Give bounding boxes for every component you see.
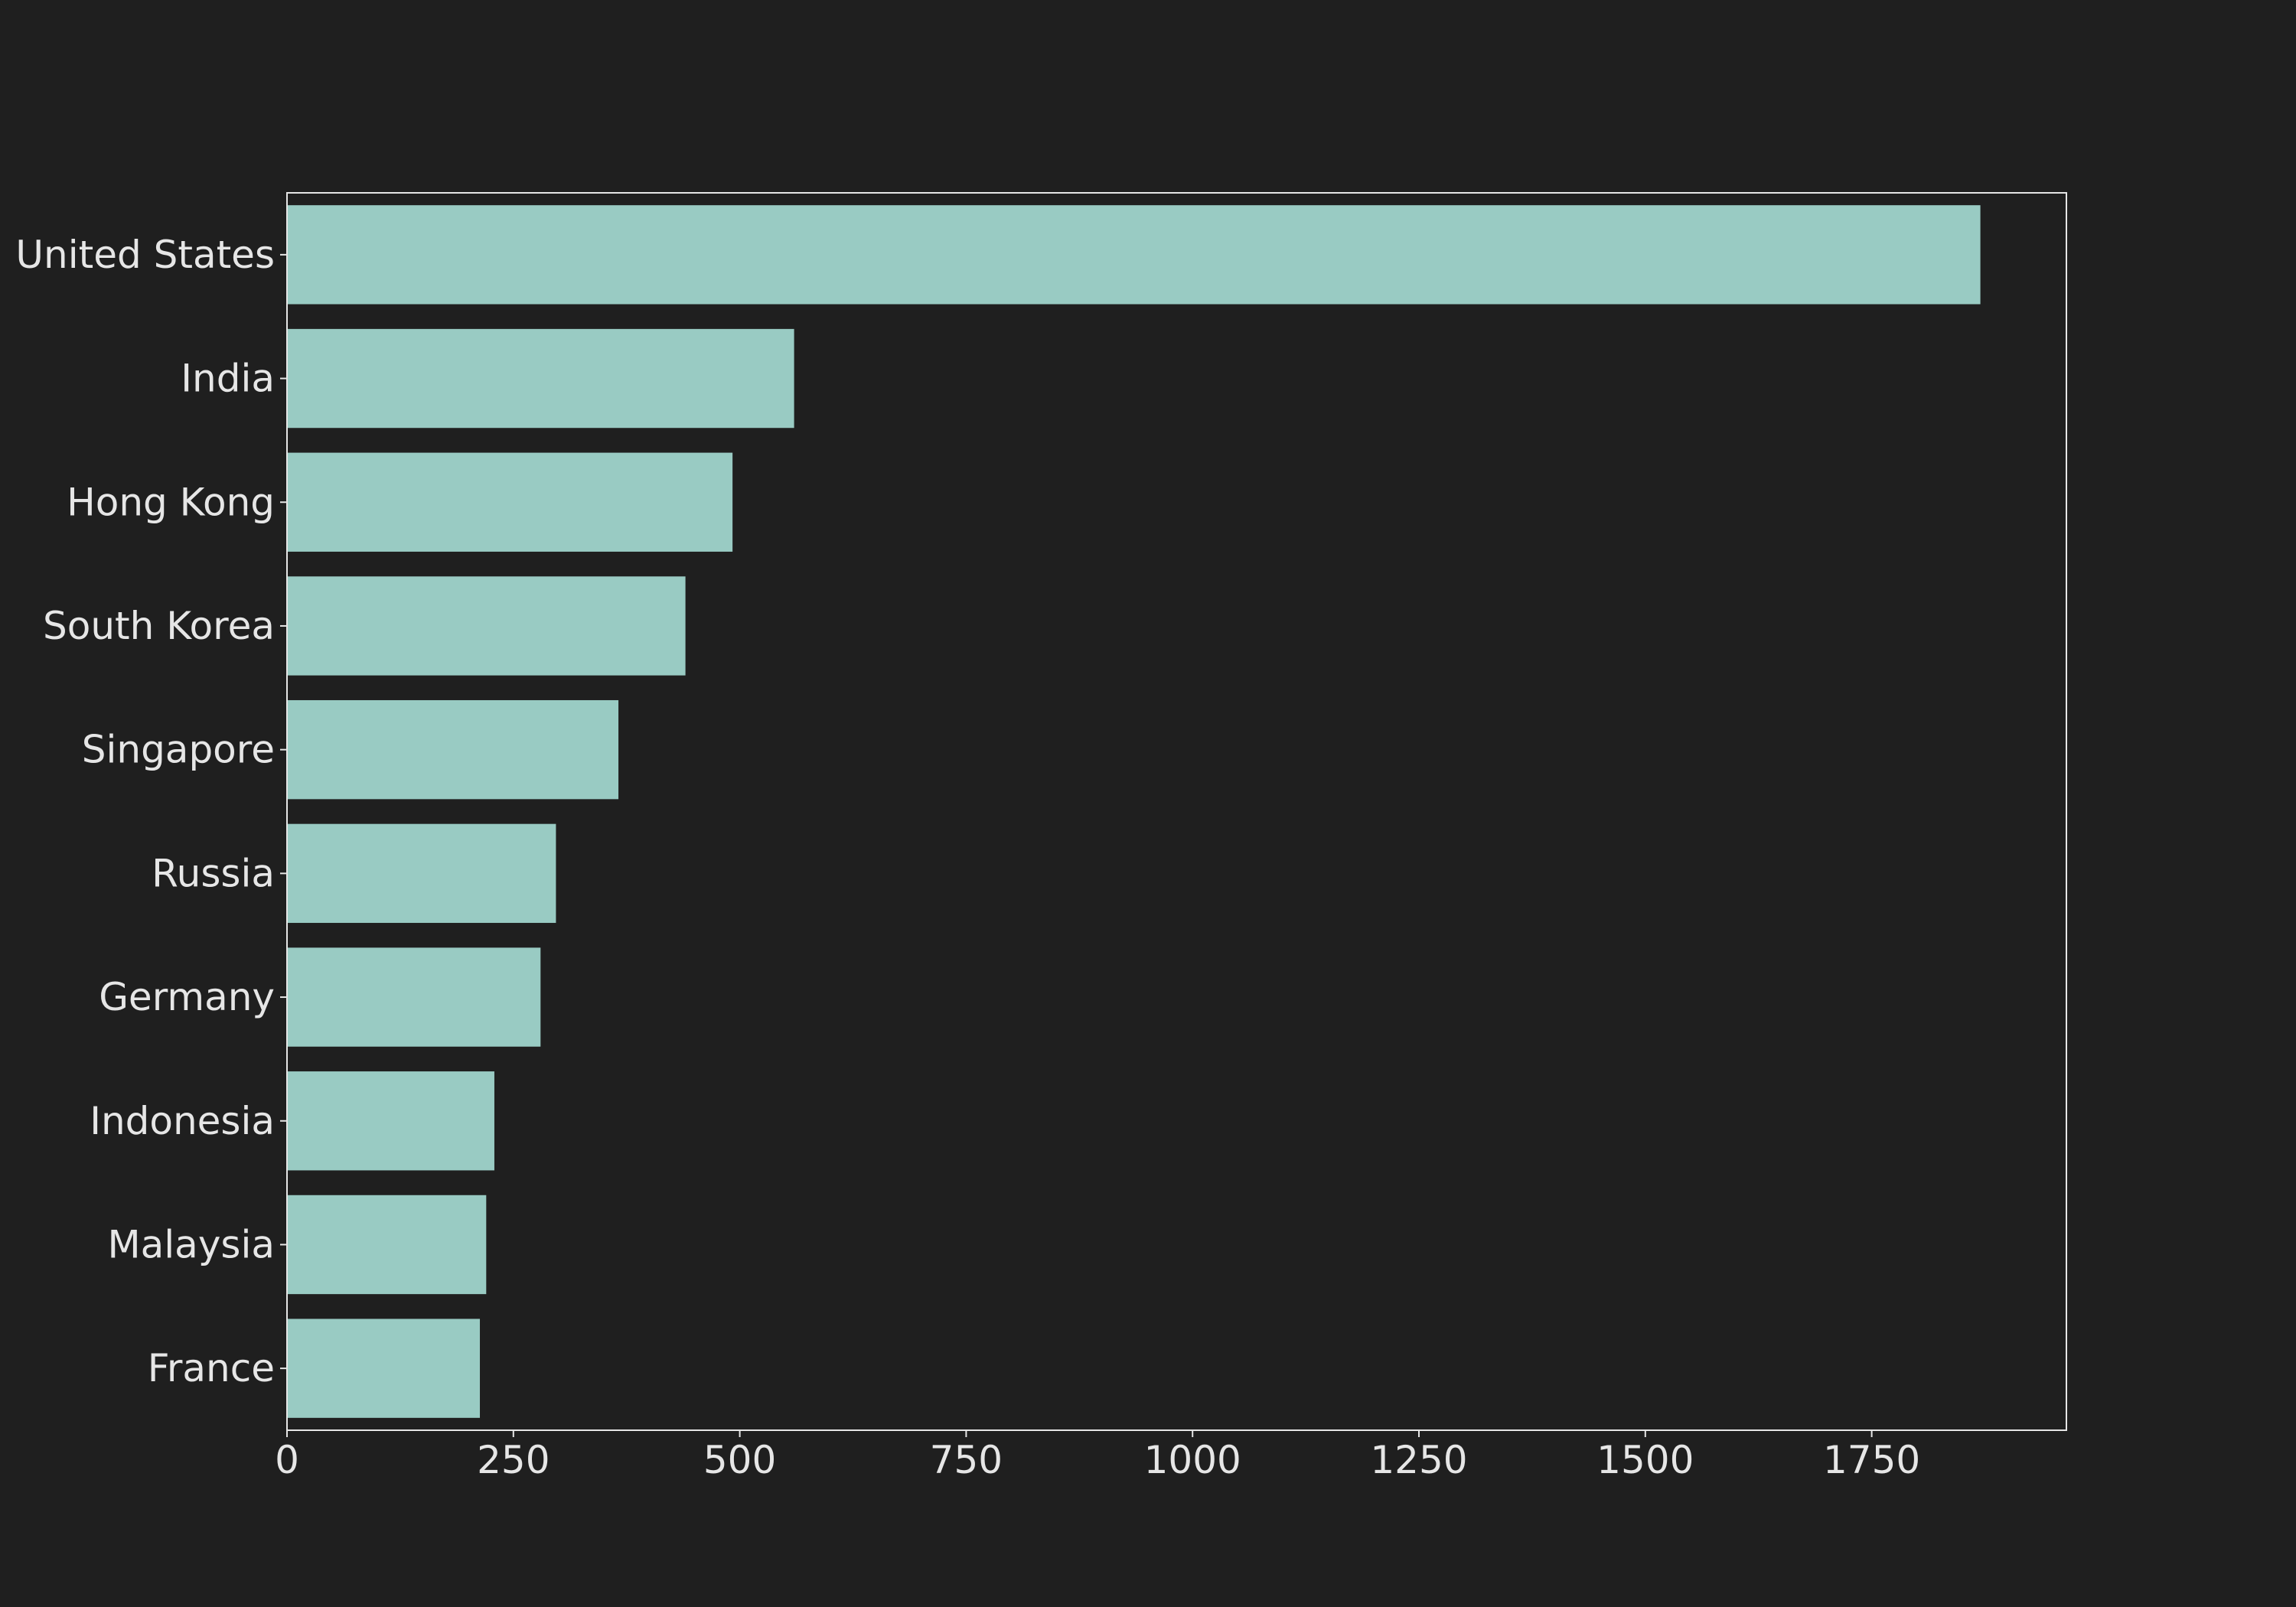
bar-indonesia bbox=[287, 1071, 494, 1171]
x-tick-label: 250 bbox=[477, 1438, 550, 1482]
x-tick-label: 750 bbox=[930, 1438, 1003, 1482]
x-tick-label: 0 bbox=[275, 1438, 299, 1482]
y-tick-label: Singapore bbox=[82, 728, 275, 772]
y-tick-label: India bbox=[181, 357, 275, 401]
y-tick-label: Indonesia bbox=[90, 1099, 275, 1143]
y-tick-label: France bbox=[148, 1346, 275, 1390]
x-tick-label: 1000 bbox=[1144, 1438, 1241, 1482]
bar-india bbox=[287, 328, 794, 429]
y-tick-label: Russia bbox=[152, 851, 275, 895]
x-tick-label: 1500 bbox=[1596, 1438, 1694, 1482]
bar-russia bbox=[287, 823, 556, 924]
x-tick-label: 1750 bbox=[1823, 1438, 1920, 1482]
y-tick-label: United States bbox=[15, 233, 275, 277]
bar-france bbox=[287, 1319, 481, 1418]
y-tick-label: Hong Kong bbox=[67, 480, 275, 524]
plot-frame bbox=[286, 192, 2067, 1431]
x-tick-label: 500 bbox=[703, 1438, 776, 1482]
bar-malaysia bbox=[287, 1195, 487, 1295]
y-tick-label: Germany bbox=[99, 975, 275, 1019]
bar-hong-kong bbox=[287, 452, 733, 552]
bar-united-states bbox=[287, 205, 1981, 305]
bar-germany bbox=[287, 947, 541, 1047]
x-axis: 0 250 500 750 1000 1250 1500 1750 bbox=[275, 1430, 1920, 1482]
bar-south-korea bbox=[287, 576, 686, 676]
y-tick-label: Malaysia bbox=[108, 1222, 275, 1266]
bars-layer bbox=[287, 205, 1981, 1418]
y-axis: United States India Hong Kong South Korea Si… bbox=[15, 233, 287, 1390]
bar-singapore bbox=[287, 699, 619, 800]
y-tick-label: South Korea bbox=[43, 604, 275, 648]
x-tick-label: 1250 bbox=[1370, 1438, 1467, 1482]
